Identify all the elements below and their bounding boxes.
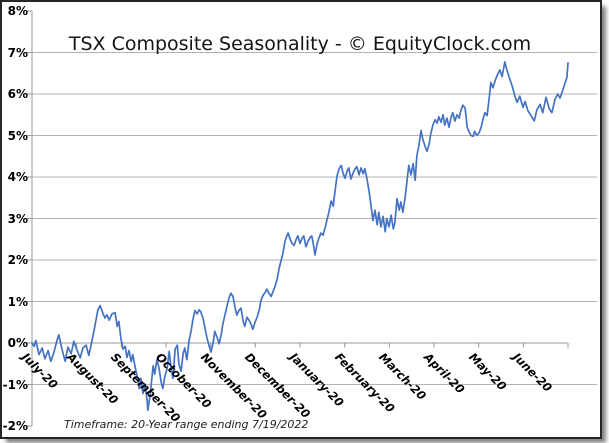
seasonality-series-line <box>31 61 569 412</box>
y-axis-label: 2% <box>7 253 28 267</box>
y-axis-label: 0% <box>7 336 28 350</box>
y-axis-label: 6% <box>7 87 28 101</box>
y-axis-label: -2% <box>2 419 28 433</box>
y-axis-label: 5% <box>7 128 28 143</box>
timeframe-note: Timeframe: 20-Year range ending 7/19/202… <box>64 418 309 431</box>
y-axis-label: 7% <box>7 45 28 60</box>
chart-title: TSX Composite Seasonality - © EquityCloc… <box>68 33 532 55</box>
y-axis-label: 8% <box>7 4 28 18</box>
y-axis-label: 4% <box>7 170 28 184</box>
y-axis-label: 1% <box>7 294 28 309</box>
y-axis-label: 3% <box>7 211 28 226</box>
y-axis-label: -1% <box>2 377 28 392</box>
